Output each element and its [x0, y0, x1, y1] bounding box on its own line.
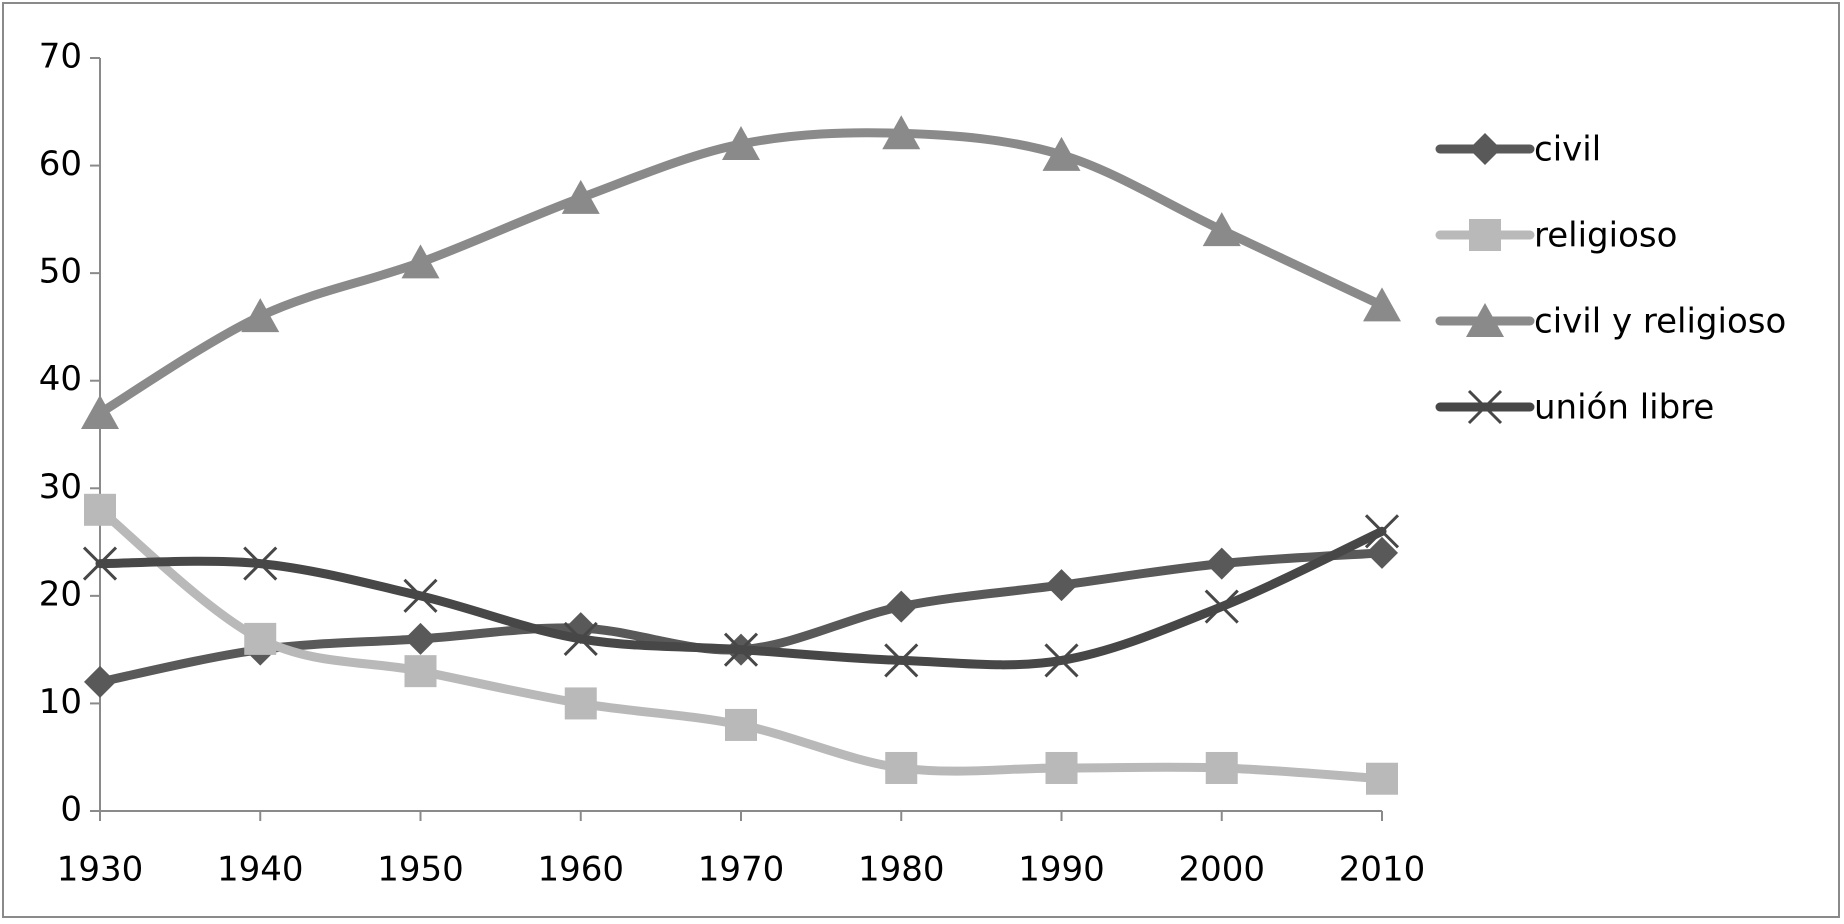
marker	[82, 546, 118, 581]
x-tick-label: 1980	[858, 850, 945, 890]
marker	[241, 298, 280, 333]
marker	[563, 621, 598, 656]
marker	[1205, 547, 1238, 580]
x-tick-label: 1950	[377, 850, 464, 890]
legend-label: religioso	[1534, 216, 1677, 256]
legend-label: civil	[1534, 130, 1601, 170]
legend-label: civil y religioso	[1534, 302, 1786, 342]
marker	[1045, 751, 1078, 784]
marker	[723, 632, 759, 667]
marker	[401, 244, 440, 279]
marker	[1469, 133, 1501, 165]
marker	[1363, 287, 1401, 322]
marker	[1467, 389, 1503, 425]
legend-label: unión libre	[1534, 388, 1714, 428]
marker	[1045, 569, 1078, 602]
y-tick-label: 10	[39, 682, 82, 722]
marker	[1466, 303, 1504, 337]
x-tick-label: 1960	[537, 850, 624, 890]
x-tick-label: 1970	[698, 850, 785, 890]
y-tick-label: 60	[39, 144, 82, 184]
x-tick-label: 1990	[1018, 850, 1105, 890]
marker	[1364, 514, 1400, 549]
x-tick-label: 2000	[1178, 850, 1265, 890]
marker	[84, 493, 116, 526]
marker	[564, 687, 597, 720]
marker	[1204, 589, 1239, 624]
y-tick-label: 20	[39, 574, 82, 614]
y-tick-label: 50	[39, 252, 82, 292]
y-tick-label: 30	[39, 467, 82, 507]
y-tick-label: 40	[39, 359, 82, 399]
marker	[404, 655, 437, 688]
marker	[882, 115, 921, 150]
marker	[884, 643, 919, 678]
x-tick-label: 1940	[217, 850, 304, 890]
marker	[1044, 643, 1079, 678]
x-tick-label: 2010	[1339, 850, 1426, 890]
x-tick-label: 1930	[57, 850, 144, 890]
marker	[561, 179, 600, 214]
marker	[81, 394, 119, 429]
marker	[885, 590, 918, 623]
marker	[1366, 536, 1398, 569]
marker	[1469, 219, 1501, 251]
marker	[1202, 212, 1241, 247]
marker	[243, 546, 278, 581]
y-tick-label: 70	[39, 37, 82, 77]
marker	[404, 622, 437, 655]
marker	[403, 578, 438, 613]
y-tick-label: 0	[60, 790, 82, 830]
marker	[722, 126, 760, 161]
marker	[1366, 762, 1398, 795]
marker	[725, 708, 757, 741]
marker	[1205, 751, 1238, 784]
marker	[885, 751, 918, 784]
marker	[84, 665, 116, 698]
marker	[244, 622, 277, 655]
marker	[1042, 136, 1081, 171]
